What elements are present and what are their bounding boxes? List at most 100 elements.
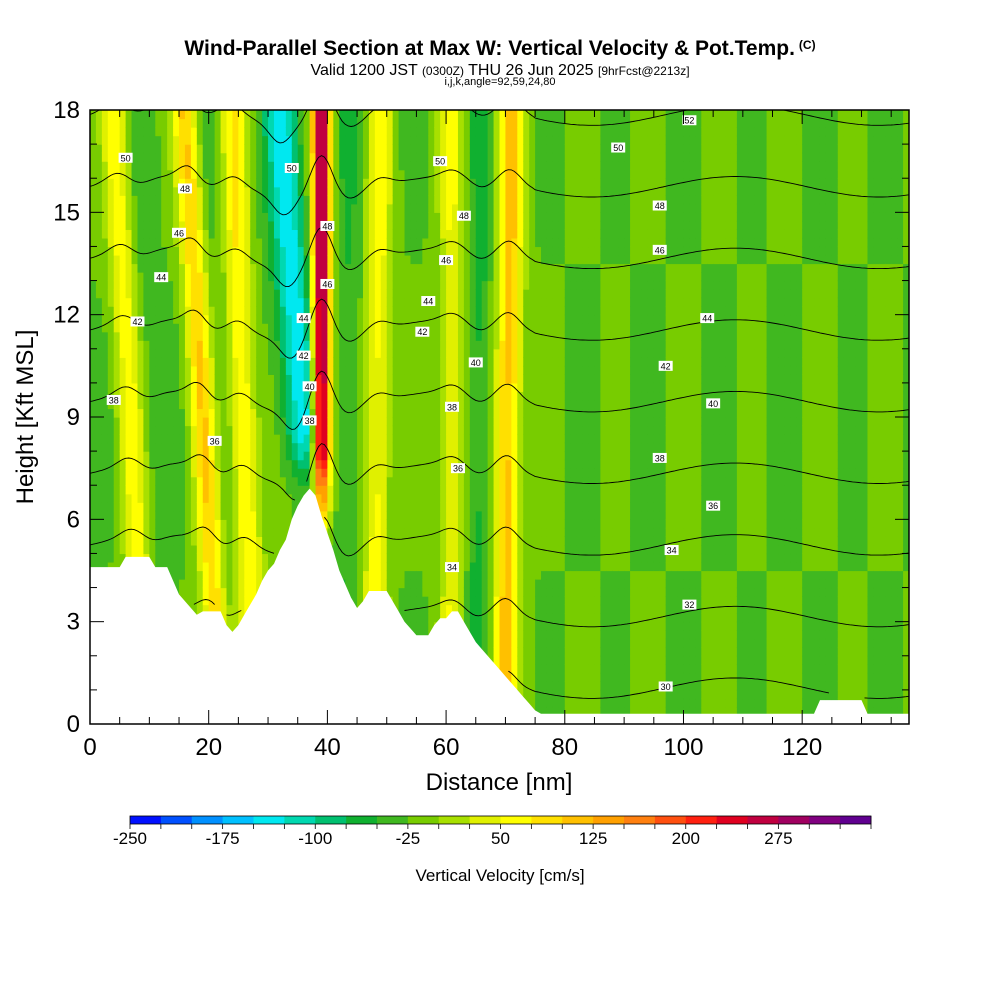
w-cell: [113, 212, 121, 222]
w-cell: [149, 110, 156, 120]
w-cell: [392, 476, 400, 486]
w-cell: [446, 408, 453, 418]
w-cell: [190, 212, 198, 222]
w-cell: [487, 357, 495, 367]
w-cell: [380, 289, 388, 299]
w-cell: [214, 195, 222, 205]
w-cell: [268, 297, 275, 307]
w-cell: [90, 391, 97, 401]
w-cell: [428, 169, 435, 179]
w-cell: [351, 459, 358, 469]
w-cell: [167, 434, 174, 444]
w-cell: [481, 229, 489, 239]
w-cell: [273, 476, 281, 486]
w-cell: [268, 144, 275, 154]
w-cell: [113, 417, 121, 427]
w-cell: [214, 127, 222, 137]
w-cell: [410, 553, 418, 563]
w-cell: [244, 365, 251, 375]
w-cell: [351, 399, 358, 410]
w-cell: [143, 323, 150, 333]
w-cell: [475, 254, 483, 265]
w-cell: [446, 417, 453, 427]
w-cell: [214, 451, 222, 461]
w-cell: [184, 323, 192, 333]
w-cell: [137, 417, 145, 427]
w-cell: [475, 323, 483, 333]
w-cell: [493, 272, 501, 282]
w-cell: [380, 331, 388, 341]
w-cell: [273, 417, 281, 427]
w-cell: [345, 212, 352, 222]
w-cell: [315, 476, 323, 486]
w-cell: [244, 502, 251, 512]
w-cell: [179, 323, 186, 333]
w-cell: [179, 314, 186, 324]
w-cell: [410, 331, 418, 341]
w-cell: [161, 357, 168, 367]
w-cell: [321, 110, 328, 120]
w-cell: [440, 587, 447, 597]
w-cell: [149, 493, 156, 503]
w-cell: [345, 152, 352, 162]
w-cell: [475, 476, 483, 486]
w-cell: [167, 127, 174, 137]
w-cell: [446, 127, 453, 137]
w-cell: [309, 152, 317, 162]
w-cell: [416, 502, 423, 512]
w-cell: [184, 425, 192, 435]
w-cell: [345, 579, 352, 589]
w-cell: [149, 417, 156, 427]
w-cell: [452, 579, 459, 589]
w-cell: [416, 297, 423, 307]
w-cell: [220, 357, 228, 367]
w-cell: [226, 323, 234, 333]
w-cell: [113, 280, 121, 290]
valid-time: Valid 1200 JST: [310, 62, 418, 79]
w-cell: [208, 365, 216, 375]
w-cell: [339, 536, 346, 546]
w-cell: [250, 323, 257, 333]
w-cell: [184, 289, 192, 299]
w-cell: [386, 553, 394, 563]
w-cell: [101, 161, 109, 171]
w-cell: [137, 161, 145, 171]
w-cell: [291, 314, 299, 324]
w-cell: [262, 127, 269, 137]
w-cell: [303, 434, 311, 444]
w-cell: [155, 527, 162, 537]
w-cell: [113, 553, 121, 563]
w-cell: [202, 553, 210, 563]
w-cell: [410, 186, 418, 196]
w-cell: [463, 323, 471, 333]
w-cell: [416, 195, 423, 205]
w-cell: [95, 536, 103, 546]
w-cell: [463, 553, 471, 563]
w-cell: [404, 587, 412, 597]
w-cell: [463, 476, 471, 486]
w-cell: [487, 306, 495, 316]
w-cell: [268, 152, 275, 162]
w-cell: [309, 306, 317, 316]
w-cell: [250, 212, 257, 222]
w-cell: [351, 536, 358, 546]
w-cell: [339, 382, 346, 393]
w-cell: [155, 152, 162, 162]
w-cell: [291, 417, 299, 427]
w-cell: [119, 195, 127, 205]
w-cell: [457, 203, 465, 213]
w-cell: [113, 263, 121, 273]
w-cell: [268, 527, 275, 537]
w-cell: [481, 630, 489, 640]
w-cell: [119, 340, 127, 350]
w-cell: [143, 434, 150, 444]
w-cell: [291, 272, 299, 282]
w-cell: [155, 468, 162, 478]
w-cell: [374, 408, 382, 418]
w-cell: [143, 519, 150, 529]
w-cell: [434, 544, 441, 555]
w-cell: [143, 272, 150, 282]
w-cell: [380, 417, 388, 427]
w-cell: [357, 331, 364, 341]
w-cell: [351, 442, 358, 452]
